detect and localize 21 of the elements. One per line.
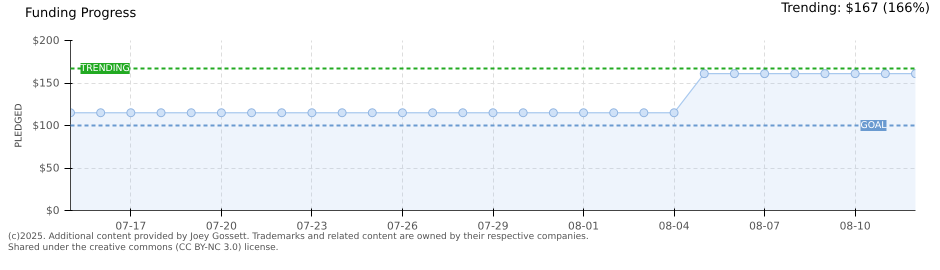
text: Shared under the creative commons (CC BY-NC 3.0) license. (8, 243, 279, 254)
x-tick-label: 08-07 (749, 220, 780, 232)
x-tick-label: 07-29 (478, 220, 509, 232)
y-axis-title: PLEDGED (13, 103, 24, 148)
ref-line-label: GOAL (860, 120, 888, 131)
y-tick-label: $150 (32, 76, 60, 90)
x-tick-label: 08-10 (840, 220, 871, 232)
y-tick-label: $200 (32, 34, 60, 47)
y-tick-label: $100 (32, 119, 60, 132)
x-tick-label: 07-20 (206, 220, 238, 232)
x-tick-label: 07-26 (386, 220, 418, 232)
text: (c)2025. Additional content provided by Joey Gossett. Trademarks and related content are owned by their respective companies. (8, 232, 589, 243)
x-tick-label: 08-04 (658, 220, 690, 232)
x-tick-label: 08-01 (568, 220, 600, 232)
y-tick-label: $0 (46, 204, 60, 217)
y-tick-label: $50 (39, 162, 60, 174)
x-tick-label: 07-23 (296, 220, 328, 232)
chart-title: Funding Progress (25, 5, 136, 23)
ref-line-label: TRENDING (80, 63, 130, 74)
x-tick-label: 07-17 (115, 220, 146, 232)
chart-subtitle: Trending: $167 (166%) (781, 0, 930, 18)
